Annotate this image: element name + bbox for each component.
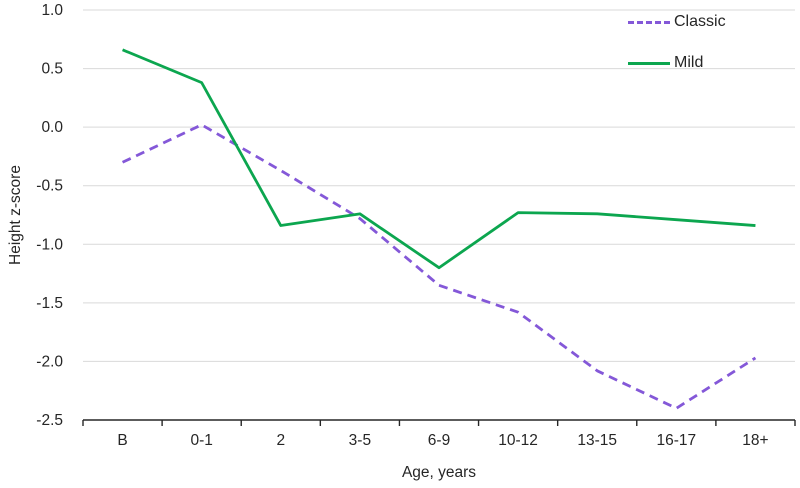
x-tick-label: 18+ bbox=[742, 432, 768, 449]
x-tick-label: 10-12 bbox=[498, 432, 538, 449]
x-tick-label: 0-1 bbox=[190, 432, 212, 449]
y-tick-label: 1.0 bbox=[41, 2, 63, 19]
legend-item-mild: Mild bbox=[628, 54, 703, 72]
series-line-classic bbox=[121, 123, 757, 410]
mild-solid-line-swatch bbox=[628, 61, 670, 65]
x-tick-label: 6-9 bbox=[428, 432, 450, 449]
x-tick-label: B bbox=[117, 432, 127, 449]
classic-dashed-line-swatch bbox=[628, 20, 670, 24]
series-line-mild bbox=[122, 48, 756, 270]
x-tick-label: 3-5 bbox=[349, 432, 371, 449]
x-tick-label: 2 bbox=[276, 432, 285, 449]
y-axis-title: Height z-score bbox=[7, 165, 24, 265]
y-tick-label: -1.0 bbox=[36, 236, 63, 253]
legend-label-classic: Classic bbox=[674, 13, 726, 30]
y-tick-label: -2.0 bbox=[36, 353, 63, 370]
x-tick-label: 13-15 bbox=[577, 432, 617, 449]
y-tick-label: -0.5 bbox=[36, 178, 63, 195]
y-tick-label: -1.5 bbox=[36, 295, 63, 312]
x-axis-title: Age, years bbox=[402, 464, 476, 481]
legend-label-mild: Mild bbox=[674, 54, 704, 71]
legend-item-classic: Classic bbox=[628, 13, 726, 31]
y-tick-label: 0.5 bbox=[41, 61, 63, 78]
x-tick-label: 16-17 bbox=[657, 432, 697, 449]
y-tick-label: 0.0 bbox=[41, 119, 63, 136]
y-tick-label: -2.5 bbox=[36, 412, 63, 429]
